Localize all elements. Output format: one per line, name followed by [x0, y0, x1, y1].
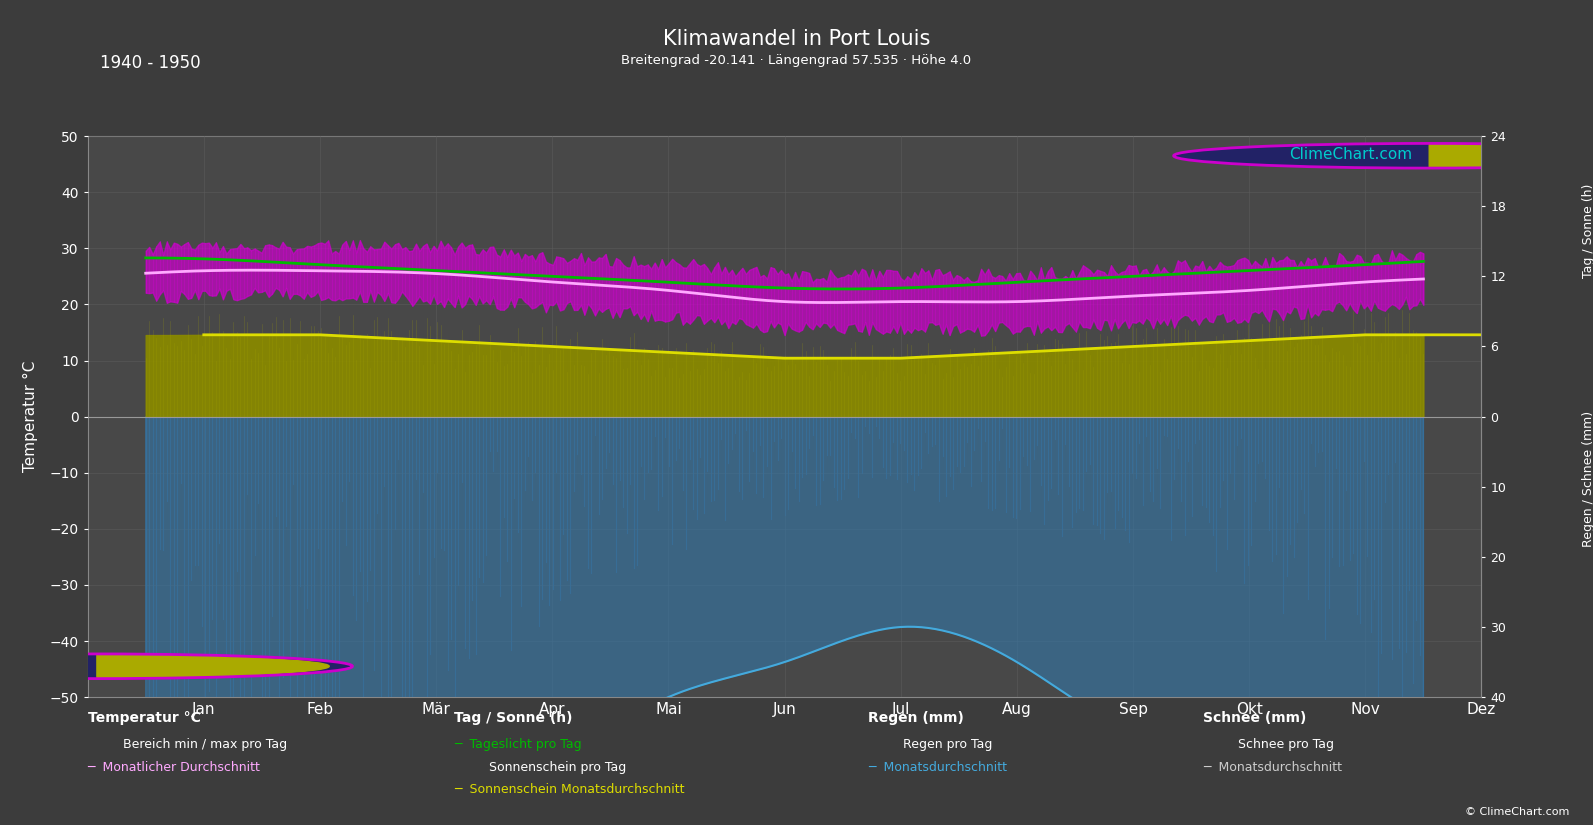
Text: ─  Monatsdurchschnitt: ─ Monatsdurchschnitt: [868, 761, 1007, 774]
Wedge shape: [1429, 144, 1593, 167]
Text: © ClimeChart.com: © ClimeChart.com: [1464, 807, 1569, 817]
Text: Tag / Sonne (h): Tag / Sonne (h): [454, 711, 572, 724]
Text: Sonnenschein pro Tag: Sonnenschein pro Tag: [489, 761, 626, 774]
Text: Klimawandel in Port Louis: Klimawandel in Port Louis: [663, 29, 930, 49]
Text: ClimeChart.com: ClimeChart.com: [1289, 148, 1411, 163]
Circle shape: [1174, 144, 1593, 168]
Text: ─  Monatlicher Durchschnitt: ─ Monatlicher Durchschnitt: [88, 761, 261, 774]
Text: Regen / Schnee (mm): Regen / Schnee (mm): [1582, 411, 1593, 546]
Wedge shape: [97, 655, 330, 677]
Text: Breitengrad -20.141 · Längengrad 57.535 · Höhe 4.0: Breitengrad -20.141 · Längengrad 57.535 …: [621, 54, 972, 67]
Text: Schnee pro Tag: Schnee pro Tag: [1238, 738, 1333, 752]
Circle shape: [0, 654, 352, 679]
Y-axis label: Temperatur °C: Temperatur °C: [24, 361, 38, 472]
Text: Schnee (mm): Schnee (mm): [1203, 711, 1306, 724]
Text: ─  Tageslicht pro Tag: ─ Tageslicht pro Tag: [454, 738, 581, 752]
Text: Temperatur °C: Temperatur °C: [88, 711, 201, 724]
Text: ClimeChart.com: ClimeChart.com: [105, 660, 228, 675]
Text: Regen (mm): Regen (mm): [868, 711, 964, 724]
Text: 1940 - 1950: 1940 - 1950: [100, 54, 201, 72]
Text: Tag / Sonne (h): Tag / Sonne (h): [1582, 184, 1593, 278]
Text: ─  Monatsdurchschnitt: ─ Monatsdurchschnitt: [1203, 761, 1341, 774]
Text: Regen pro Tag: Regen pro Tag: [903, 738, 992, 752]
Text: Bereich min / max pro Tag: Bereich min / max pro Tag: [123, 738, 287, 752]
Text: ─  Sonnenschein Monatsdurchschnitt: ─ Sonnenschein Monatsdurchschnitt: [454, 783, 685, 796]
